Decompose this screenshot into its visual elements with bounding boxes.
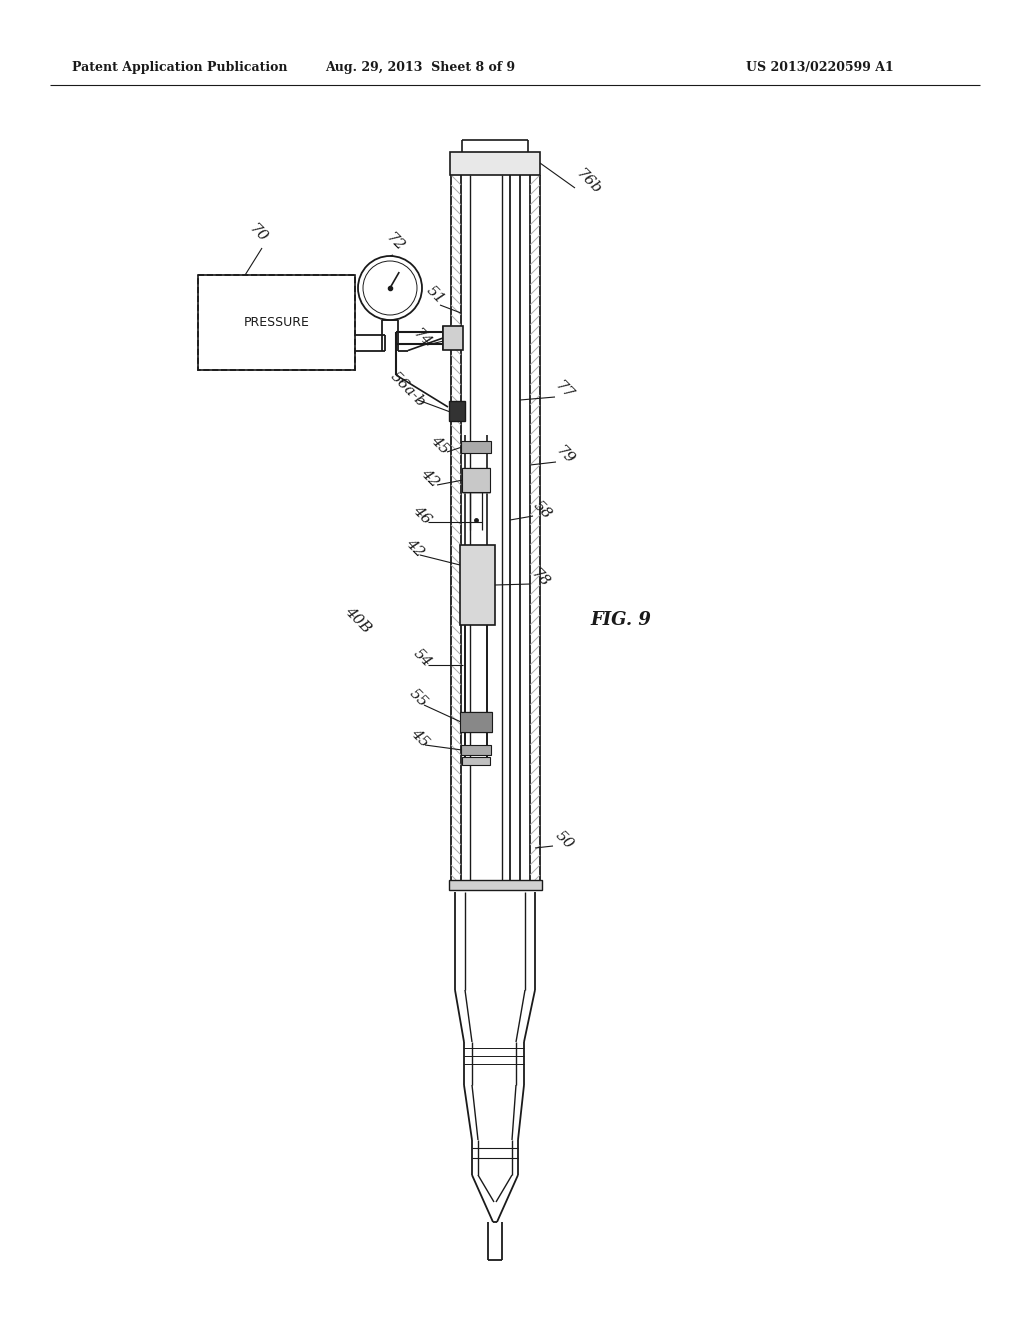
Text: 72: 72 xyxy=(383,230,407,253)
Text: 79: 79 xyxy=(553,444,577,467)
Text: 42: 42 xyxy=(418,466,441,490)
Polygon shape xyxy=(198,275,355,370)
Text: 77: 77 xyxy=(552,378,575,401)
Text: Aug. 29, 2013  Sheet 8 of 9: Aug. 29, 2013 Sheet 8 of 9 xyxy=(325,62,515,74)
Text: 45: 45 xyxy=(428,433,452,457)
Text: 45: 45 xyxy=(409,726,432,750)
Text: PRESSURE: PRESSURE xyxy=(244,315,309,329)
Polygon shape xyxy=(460,711,492,733)
Text: 74: 74 xyxy=(411,326,434,350)
Text: 58: 58 xyxy=(530,498,554,521)
Text: US 2013/0220599 A1: US 2013/0220599 A1 xyxy=(746,62,894,74)
Polygon shape xyxy=(461,441,490,453)
Polygon shape xyxy=(443,326,463,350)
Polygon shape xyxy=(461,744,490,755)
Text: 76b: 76b xyxy=(572,166,603,197)
Polygon shape xyxy=(462,756,490,766)
Polygon shape xyxy=(460,545,495,624)
Text: 42: 42 xyxy=(403,536,427,560)
Text: 40B: 40B xyxy=(342,605,374,636)
Polygon shape xyxy=(465,436,487,762)
Text: 56a-b: 56a-b xyxy=(388,370,428,411)
Text: 55: 55 xyxy=(407,686,430,710)
Text: FIG. 9: FIG. 9 xyxy=(590,611,651,630)
Circle shape xyxy=(358,256,422,319)
Polygon shape xyxy=(450,152,540,176)
Polygon shape xyxy=(465,624,487,762)
Text: 78: 78 xyxy=(528,566,552,590)
Text: 70: 70 xyxy=(246,222,270,244)
Text: Patent Application Publication: Patent Application Publication xyxy=(72,62,288,74)
Polygon shape xyxy=(449,401,465,421)
Text: 46: 46 xyxy=(411,503,434,527)
Polygon shape xyxy=(462,469,490,492)
Text: 54: 54 xyxy=(411,647,434,669)
Text: 51: 51 xyxy=(423,284,446,306)
Polygon shape xyxy=(449,880,542,890)
Text: 50: 50 xyxy=(552,828,575,851)
